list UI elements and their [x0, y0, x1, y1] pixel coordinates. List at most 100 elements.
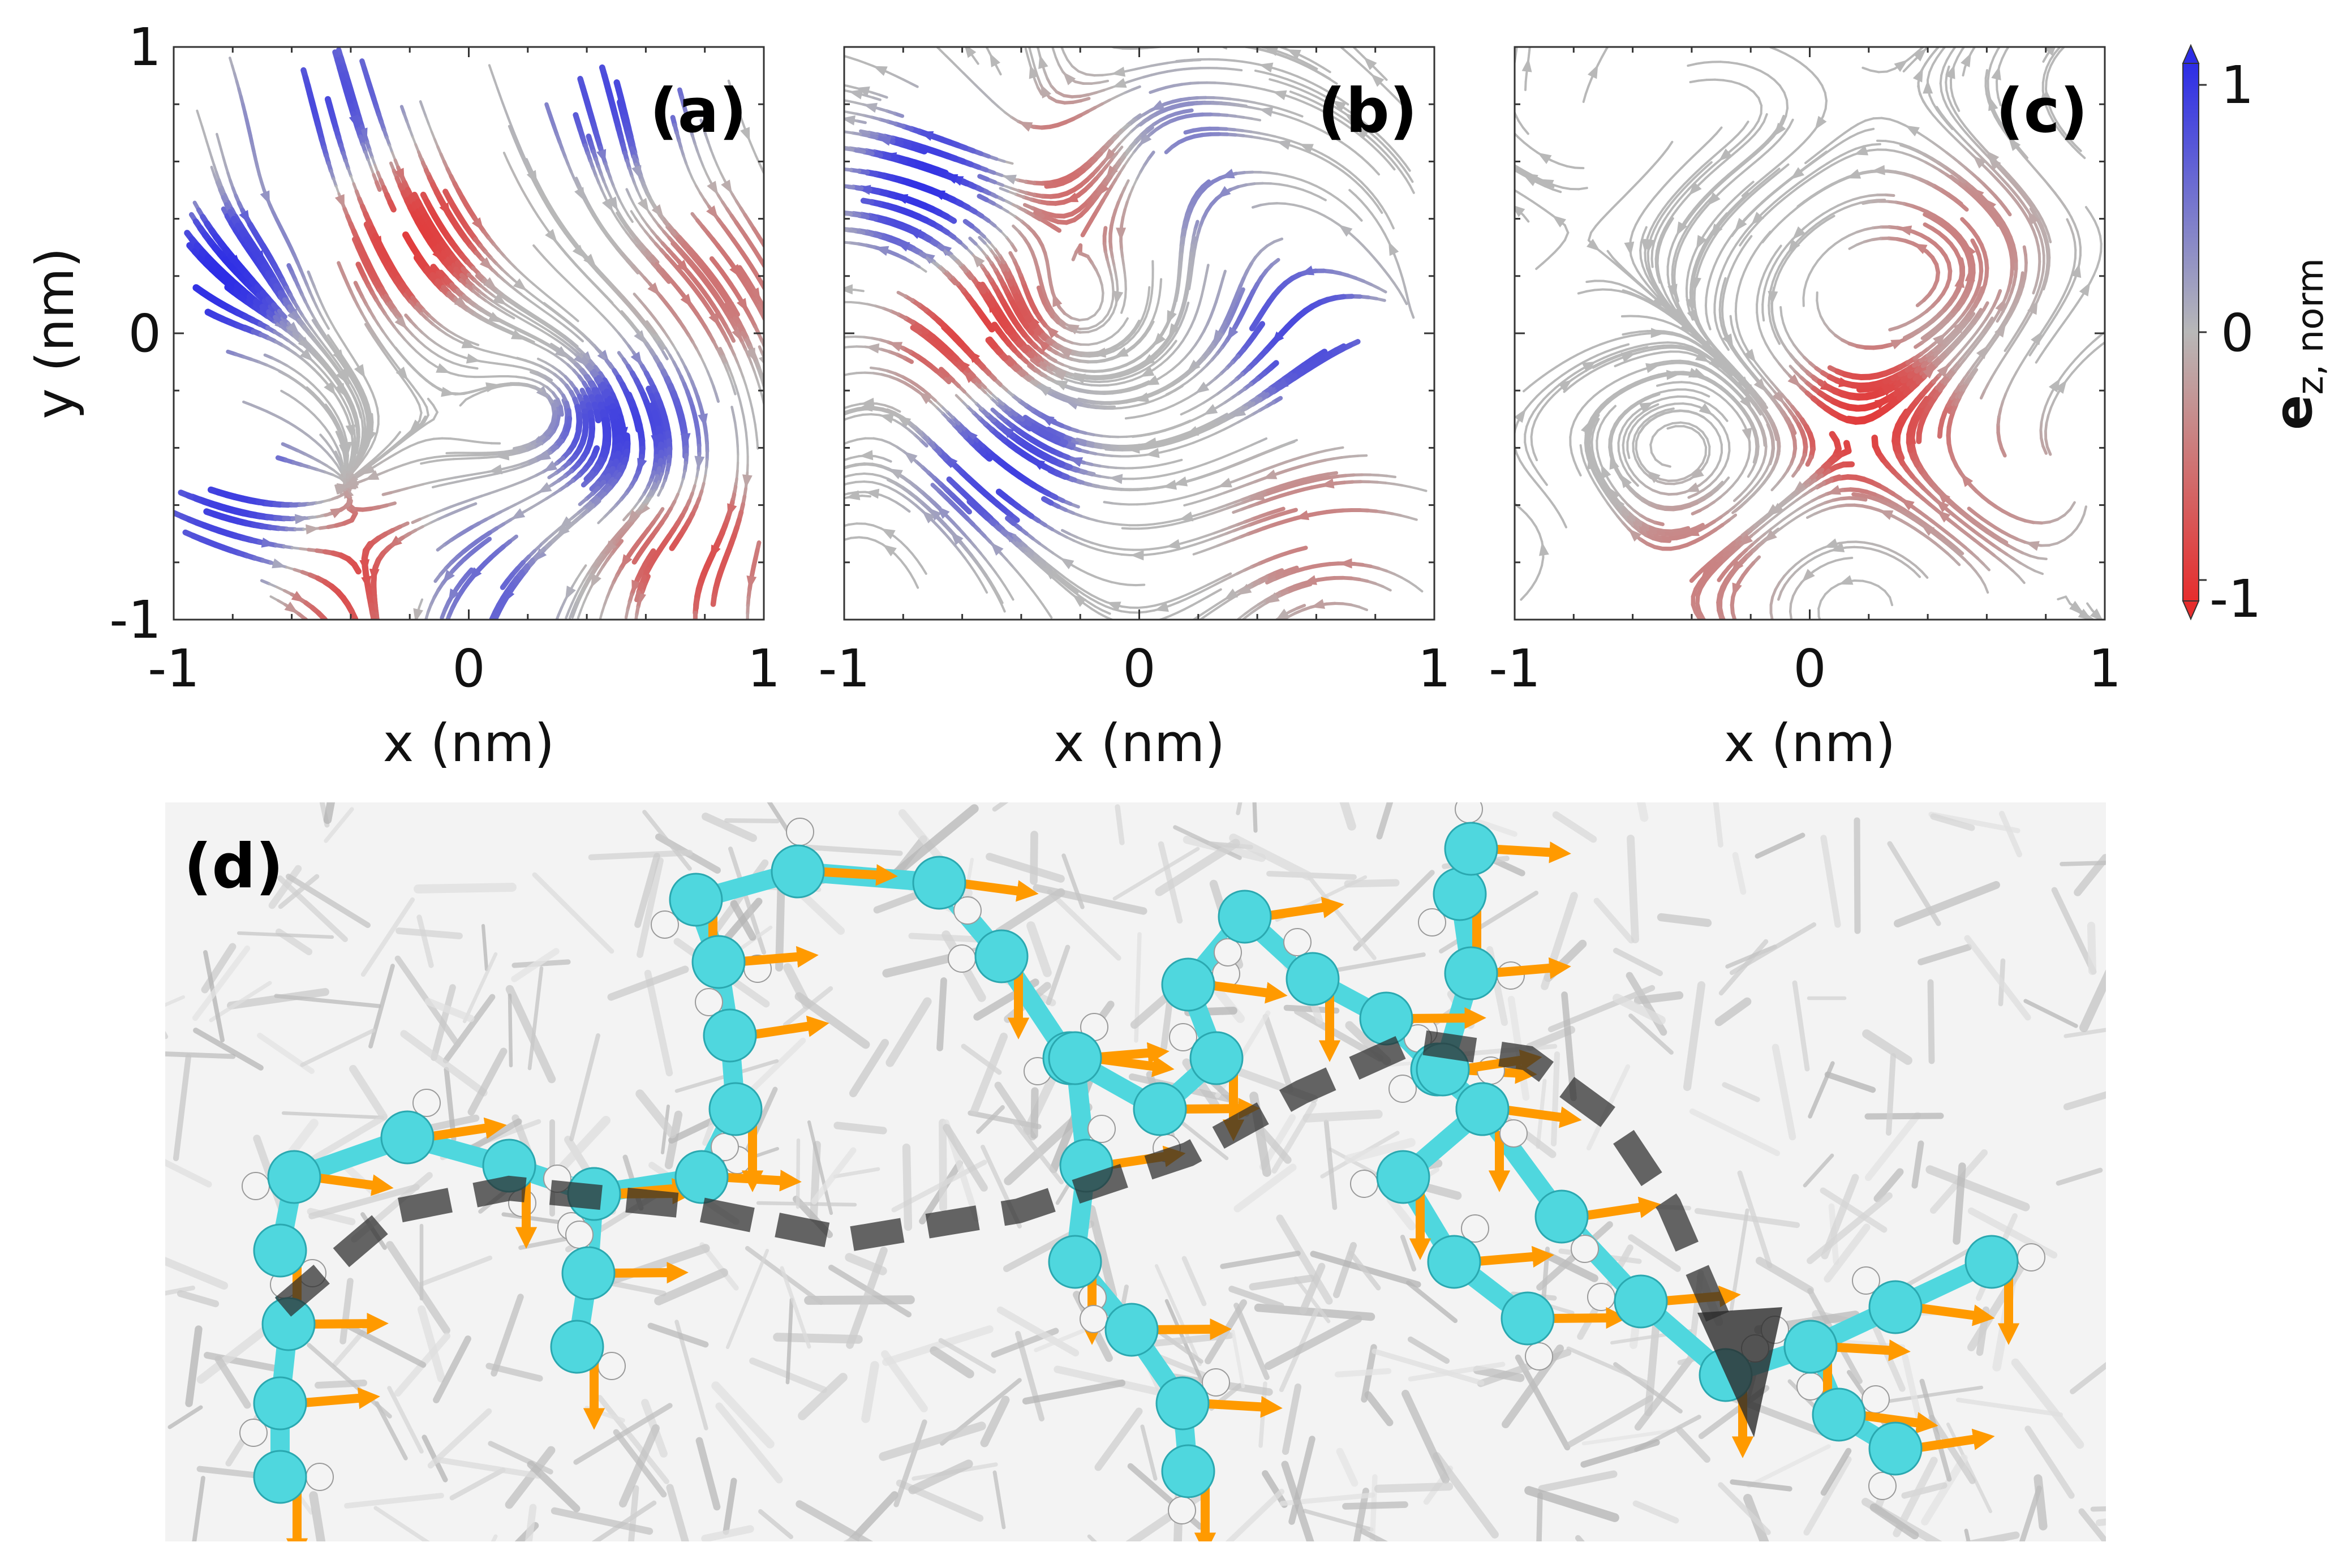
- streamline-segment: [496, 317, 506, 324]
- streamline-segment: [1197, 358, 1205, 367]
- streamline-segment: [351, 408, 357, 418]
- streamline-segment: [478, 294, 488, 303]
- streamline-segment: [513, 445, 523, 450]
- streamline-segment: [473, 304, 483, 312]
- streamline-segment: [332, 469, 342, 477]
- streamline-segment: [1407, 516, 1418, 521]
- streamline-segment: [485, 456, 496, 459]
- streamline-segment: [766, 362, 768, 369]
- streamline-segment: [363, 418, 367, 428]
- streamline-segment: [391, 363, 399, 372]
- streamline-segment: [196, 109, 201, 120]
- streamline-segment: [1241, 616, 1246, 620]
- streamline-segment: [625, 231, 633, 240]
- streamline-segment: [577, 266, 586, 275]
- streamline-segment: [1392, 95, 1401, 104]
- streamline-segment: [374, 399, 379, 410]
- streamline-segment: [746, 463, 749, 474]
- streamline-arrowhead: [962, 370, 976, 383]
- streamline-segment: [1129, 125, 1138, 134]
- streamline-segment: [1207, 432, 1217, 438]
- streamline-segment: [1308, 58, 1317, 65]
- streamline-segment: [324, 403, 332, 413]
- streamline-segment: [596, 269, 605, 278]
- streamline-segment: [1241, 60, 1252, 65]
- streamline-segment: [1243, 608, 1253, 616]
- streamline-segment: [1212, 457, 1222, 462]
- streamline-arrowhead: [1002, 174, 1017, 184]
- streamline-segment: [516, 290, 526, 298]
- streamline-segment: [345, 393, 351, 403]
- streamline-segment: [856, 59, 867, 65]
- streamline-segment: [489, 313, 499, 320]
- streamline-segment: [1116, 338, 1125, 346]
- streamline-segment: [629, 231, 637, 241]
- streamline-segment: [347, 466, 354, 476]
- streamline-segment: [1229, 421, 1239, 428]
- streamline-segment: [501, 102, 507, 112]
- streamline-segment: [339, 401, 345, 411]
- streamline-segment: [347, 482, 358, 487]
- streamline-segment: [432, 484, 442, 488]
- streamline-segment: [369, 458, 379, 466]
- streamline-segment: [307, 435, 317, 443]
- streamline-segment: [1219, 453, 1230, 459]
- streamline-segment: [883, 403, 894, 409]
- streamline-segment: [342, 408, 349, 418]
- streamline-segment: [891, 406, 901, 413]
- streamline-segment: [319, 460, 329, 467]
- streamline-segment: [357, 436, 360, 446]
- streamline-segment: [1133, 338, 1142, 346]
- streamline-segment: [1159, 278, 1163, 289]
- streamline-segment: [638, 314, 647, 324]
- streamline-segment: [479, 360, 491, 364]
- streamline-segment: [846, 110, 857, 115]
- streamline-arrowhead: [680, 433, 691, 447]
- streamline-segment: [511, 132, 517, 143]
- streamline-segment: [531, 336, 541, 342]
- streamline-segment: [581, 586, 587, 596]
- streamline-segment: [910, 325, 923, 335]
- streamline-segment: [908, 420, 917, 428]
- streamline-segment: [648, 327, 656, 337]
- streamline-segment: [350, 390, 356, 399]
- streamline-segment: [622, 207, 630, 217]
- streamline-segment: [280, 389, 290, 397]
- streamline-segment: [622, 299, 631, 308]
- streamline-segment: [504, 321, 514, 327]
- streamline-segment: [754, 360, 760, 371]
- streamline-segment: [330, 354, 338, 363]
- streamline-segment: [321, 357, 329, 366]
- streamline-segment: [729, 369, 734, 380]
- streamline-segment: [329, 446, 337, 456]
- streamline-segment: [324, 440, 332, 449]
- streamline-segment: [848, 56, 859, 62]
- streamline-segment: [570, 340, 579, 348]
- streamline-segment: [1250, 603, 1259, 611]
- streamline-segment: [1172, 470, 1183, 475]
- streamline-segment: [732, 385, 737, 396]
- streamline-segment: [586, 566, 594, 576]
- streamline-segment: [528, 439, 539, 446]
- streamline-segment: [346, 415, 351, 426]
- streamline-segment: [525, 161, 532, 171]
- streamline-segment: [412, 427, 422, 435]
- streamline-segment: [257, 360, 269, 367]
- streamline-segment: [620, 254, 629, 263]
- streamline-arrowhead: [647, 282, 660, 297]
- streamline-segment: [321, 360, 329, 370]
- streamline-segment: [607, 233, 614, 242]
- streamline-segment: [326, 367, 334, 376]
- streamline-segment: [517, 181, 523, 191]
- streamline-segment: [661, 273, 671, 284]
- streamline-segment: [650, 327, 658, 336]
- streamline-segment: [636, 190, 643, 200]
- streamline-segment: [539, 345, 549, 352]
- streamline-segment: [381, 491, 393, 496]
- streamline-segment: [320, 332, 328, 342]
- streamline-segment: [1024, 48, 1029, 58]
- streamline-segment: [630, 210, 637, 220]
- streamline-segment: [1185, 590, 1195, 596]
- streamline-segment: [488, 472, 499, 477]
- streamline-segment: [422, 399, 428, 409]
